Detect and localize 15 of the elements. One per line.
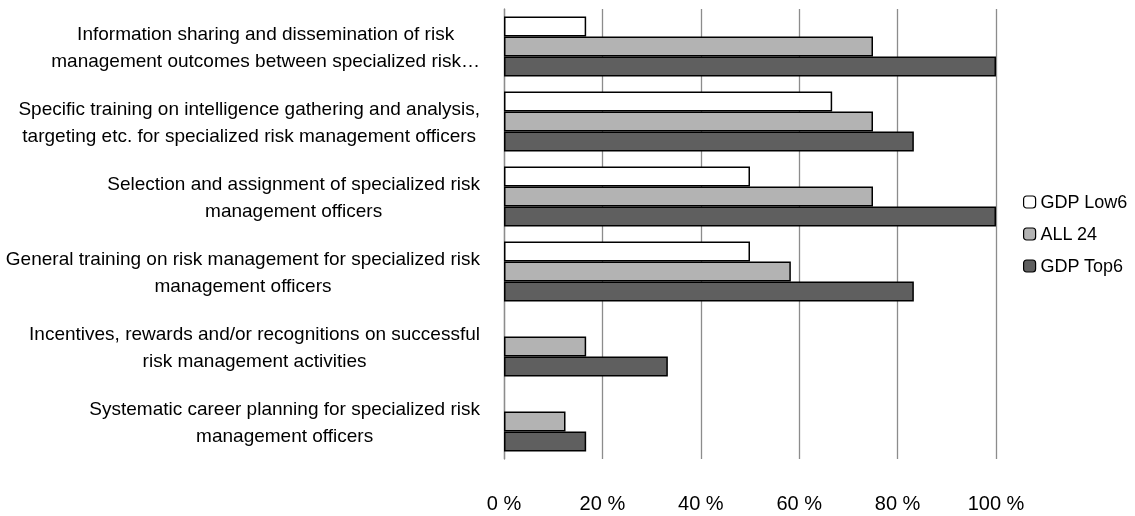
- x-tick-label: 40 %: [678, 492, 724, 514]
- x-tick-label: 100 %: [967, 492, 1025, 514]
- y-tick-label: Incentives, rewards and/or recognitions on successful risk management activities: [29, 322, 480, 371]
- y-tick-label: Selection and assignment of specialized risk management officers: [107, 172, 481, 221]
- x-tick-label: 20 %: [579, 492, 626, 514]
- legend-label: ALL 24: [1040, 224, 1097, 244]
- y-tick-label: Information sharing and dissemination of risk management outcomes between specialized risk…: [51, 22, 481, 71]
- legend-label: GDP Top6: [1040, 256, 1123, 276]
- y-tick-label: Specific training on intelligence gathering and analysis, targeting etc. for specialized risk management officers: [18, 97, 481, 146]
- x-tick-label: 80 %: [874, 492, 921, 514]
- x-tick-label: 60 %: [776, 492, 823, 514]
- y-tick-label: Systematic career planning for specialized risk management officers: [89, 397, 481, 446]
- legend-label: GDP Low6: [1040, 192, 1128, 212]
- y-tick-label: General training on risk management for specialized risk management officers: [5, 247, 481, 296]
- x-tick-label: 0 %: [486, 492, 522, 514]
